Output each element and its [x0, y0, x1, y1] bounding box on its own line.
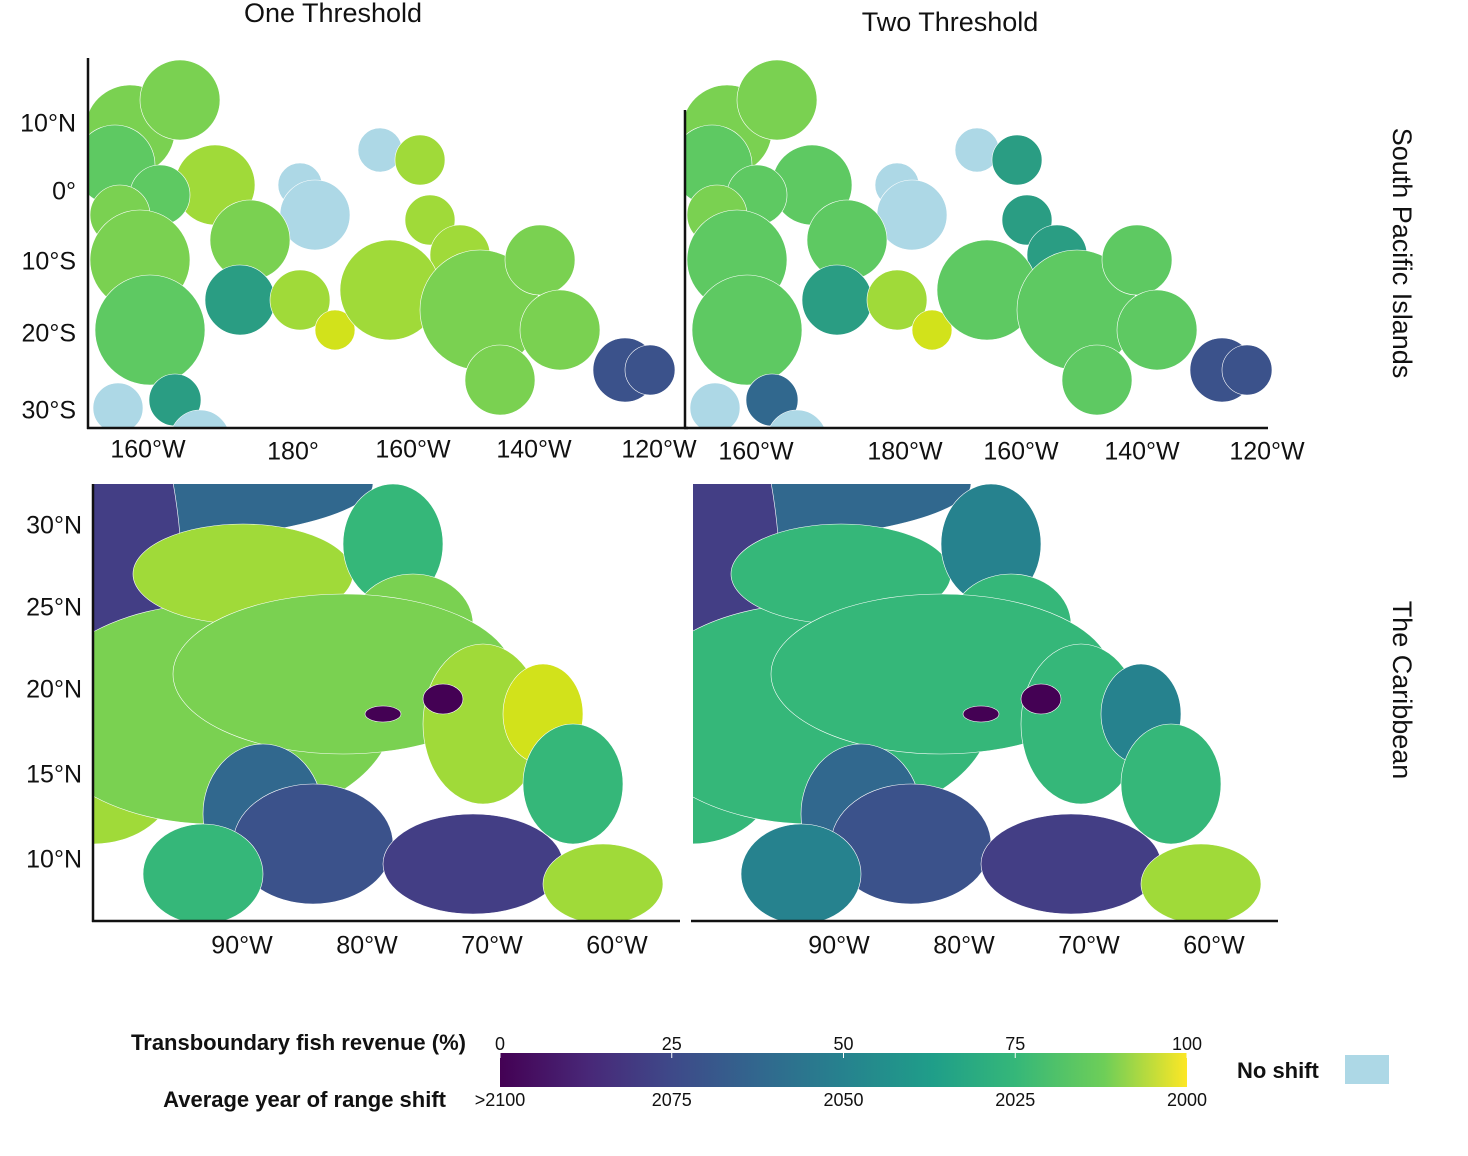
- colorbar: [500, 1053, 1187, 1087]
- eez-region: [464, 344, 536, 416]
- eez-region: [911, 309, 953, 351]
- eez-region: [740, 823, 862, 921]
- eez-region: [991, 134, 1043, 186]
- x-label: 80°W: [336, 932, 398, 960]
- x-label: 180°W: [867, 438, 943, 466]
- y-label: 10°N: [26, 846, 82, 874]
- map-panel: [686, 59, 1273, 427]
- no-shift-label: No shift: [1237, 1058, 1320, 1083]
- eez-region: [269, 269, 331, 331]
- x-label: 120°W: [1229, 438, 1305, 466]
- eez-region: [94, 274, 206, 386]
- caribbean-x-axis: 90°W 80°W 70°W 60°W 90°W 80°W 70°W 60°W: [211, 932, 1245, 960]
- colorbar-tick-label: 2025: [995, 1090, 1035, 1110]
- eez-region: [1020, 683, 1062, 715]
- colorbar-tick-label: 2050: [823, 1090, 863, 1110]
- eez-region: [691, 274, 803, 386]
- y-label: 25°N: [26, 594, 82, 622]
- colorbar-tick-label: 2075: [652, 1090, 692, 1110]
- y-label: 30°S: [22, 397, 76, 425]
- eez-region: [876, 179, 948, 251]
- y-label: 15°N: [26, 761, 82, 789]
- eez-region: [382, 813, 564, 915]
- eez-region: [519, 289, 601, 371]
- x-label: 140°W: [1104, 438, 1180, 466]
- row-title: South Pacific Islands: [1387, 128, 1417, 379]
- eez-region: [866, 269, 928, 331]
- x-label: 90°W: [211, 932, 273, 960]
- axes: [86, 58, 1278, 923]
- x-label: 160°W: [375, 436, 451, 464]
- eez-region: [314, 309, 356, 351]
- caribbean-y-axis: 30°N 25°N 20°N 15°N 10°N: [26, 512, 82, 874]
- pacific-x-axis: 160°W 180° 160°W 140°W 120°W 160°W 180°W…: [110, 436, 1305, 466]
- eez-region: [980, 813, 1162, 915]
- colorbar-tick-label: 0: [495, 1034, 505, 1054]
- x-label: 70°W: [461, 932, 523, 960]
- map-panel: [693, 484, 1262, 921]
- eez-region: [542, 843, 664, 921]
- eez-region: [279, 179, 351, 251]
- y-label: 0°: [52, 178, 76, 206]
- column-title: Two Threshold: [862, 7, 1039, 37]
- eez-region: [1101, 224, 1173, 296]
- map-panel: [94, 484, 664, 921]
- no-shift-swatch: [1345, 1055, 1389, 1084]
- map-layer: [89, 59, 1273, 921]
- eez-region: [962, 705, 1000, 723]
- legend-title: Transboundary fish revenue (%): [131, 1030, 466, 1055]
- y-label: 20°N: [26, 676, 82, 704]
- colorbar-tick-label: 100: [1172, 1034, 1202, 1054]
- x-label: 160°W: [983, 438, 1059, 466]
- y-label: 10°N: [20, 110, 76, 138]
- eez-region: [92, 382, 144, 427]
- y-label: 20°S: [22, 320, 76, 348]
- colorbar-tick-label: 50: [833, 1034, 853, 1054]
- eez-region: [504, 224, 576, 296]
- x-label: 80°W: [933, 932, 995, 960]
- eez-region: [1221, 344, 1273, 396]
- eez-region: [139, 59, 221, 141]
- x-label: 90°W: [808, 932, 870, 960]
- y-label: 30°N: [26, 512, 82, 540]
- x-label: 60°W: [586, 932, 648, 960]
- x-label: 140°W: [496, 436, 572, 464]
- x-label: 180°: [267, 438, 319, 466]
- x-label: 120°W: [621, 436, 697, 464]
- eez-region: [624, 344, 676, 396]
- eez-region: [1120, 723, 1222, 845]
- row-title: The Caribbean: [1387, 601, 1417, 780]
- eez-region: [769, 409, 825, 427]
- colorbar-tick-label: >2100: [475, 1090, 526, 1110]
- column-title: One Threshold: [244, 0, 422, 28]
- eez-region: [142, 823, 264, 921]
- x-label: 60°W: [1183, 932, 1245, 960]
- eez-region: [1140, 843, 1262, 921]
- colorbar-tick-label: 75: [1005, 1034, 1025, 1054]
- eez-region: [394, 134, 446, 186]
- colorbar-tick-label: 25: [662, 1034, 682, 1054]
- x-label: 160°W: [718, 438, 794, 466]
- x-label: 160°W: [110, 436, 186, 464]
- eez-region: [1116, 289, 1198, 371]
- y-label: 10°S: [22, 248, 76, 276]
- legend-title: Average year of range shift: [163, 1087, 447, 1112]
- eez-region: [422, 683, 464, 715]
- pacific-y-axis: 10°N 0° 10°S 20°S 30°S: [20, 110, 76, 425]
- eez-region: [204, 264, 276, 336]
- eez-region: [736, 59, 818, 141]
- x-label: 70°W: [1058, 932, 1120, 960]
- eez-region: [364, 705, 402, 723]
- eez-region: [801, 264, 873, 336]
- eez-region: [1061, 344, 1133, 416]
- eez-region: [172, 409, 228, 427]
- colorbar-tick-label: 2000: [1167, 1090, 1207, 1110]
- map-panel: [89, 59, 676, 427]
- eez-region: [689, 382, 741, 427]
- legend: Transboundary fish revenue (%) Average y…: [131, 1030, 1389, 1112]
- eez-region: [522, 723, 624, 845]
